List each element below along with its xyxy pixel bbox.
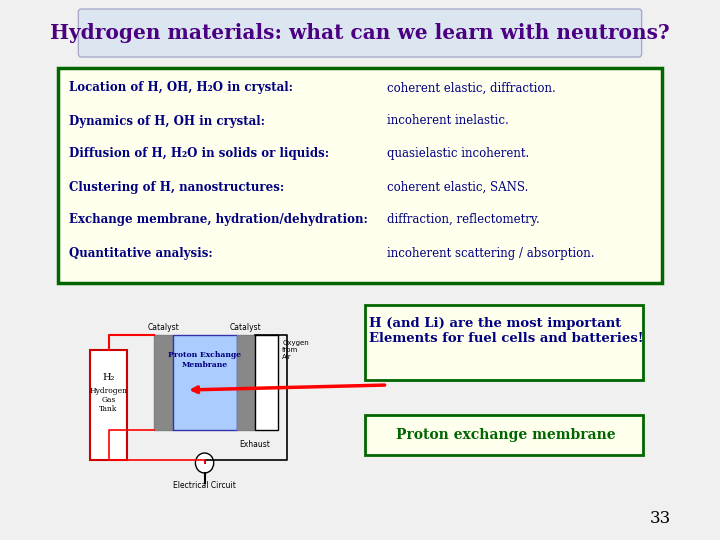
Text: Location of H, OH, H₂O in crystal:: Location of H, OH, H₂O in crystal:	[69, 82, 293, 94]
Bar	[154, 335, 173, 430]
Text: Proton Exchange
Membrane: Proton Exchange Membrane	[168, 352, 241, 369]
Text: coherent elastic, diffraction.: coherent elastic, diffraction.	[387, 82, 556, 94]
Text: Clustering of H, nanostructures:: Clustering of H, nanostructures:	[69, 180, 284, 193]
Text: H₂: H₂	[102, 374, 114, 382]
Text: Oxygen
from
Air: Oxygen from Air	[282, 340, 309, 360]
FancyBboxPatch shape	[58, 68, 662, 283]
Text: coherent elastic, SANS.: coherent elastic, SANS.	[387, 180, 528, 193]
Text: incoherent inelastic.: incoherent inelastic.	[387, 114, 509, 127]
Text: diffraction, reflectometry.: diffraction, reflectometry.	[387, 213, 540, 226]
Bar	[237, 335, 255, 430]
Text: quasielastic incoherent.: quasielastic incoherent.	[387, 147, 530, 160]
Text: Diffusion of H, H₂O in solids or liquids:: Diffusion of H, H₂O in solids or liquids…	[69, 147, 329, 160]
FancyBboxPatch shape	[364, 305, 644, 380]
Text: Proton exchange membrane: Proton exchange membrane	[397, 428, 616, 442]
Text: 33: 33	[649, 510, 671, 527]
Text: Quantitative analysis:: Quantitative analysis:	[69, 246, 213, 260]
Text: Electrical Circuit: Electrical Circuit	[173, 481, 236, 489]
Bar	[173, 335, 237, 430]
Text: Exhaust: Exhaust	[240, 440, 270, 449]
Text: Dynamics of H, OH in crystal:: Dynamics of H, OH in crystal:	[69, 114, 265, 127]
Circle shape	[195, 453, 214, 473]
Text: Hydrogen
Gas
Tank: Hydrogen Gas Tank	[89, 387, 127, 413]
Text: Hydrogen materials: what can we learn with neutrons?: Hydrogen materials: what can we learn wi…	[50, 23, 670, 43]
Bar	[90, 350, 127, 460]
FancyBboxPatch shape	[364, 415, 644, 455]
Bar	[255, 335, 278, 430]
FancyBboxPatch shape	[78, 9, 642, 57]
Text: Catalyst: Catalyst	[230, 323, 261, 333]
Text: H (and Li) are the most important
Elements for fuel cells and batteries!: H (and Li) are the most important Elemen…	[369, 317, 644, 345]
Text: incoherent scattering / absorption.: incoherent scattering / absorption.	[387, 246, 595, 260]
Text: Catalyst: Catalyst	[148, 323, 179, 333]
Text: Exchange membrane, hydration/dehydration:: Exchange membrane, hydration/dehydration…	[69, 213, 368, 226]
